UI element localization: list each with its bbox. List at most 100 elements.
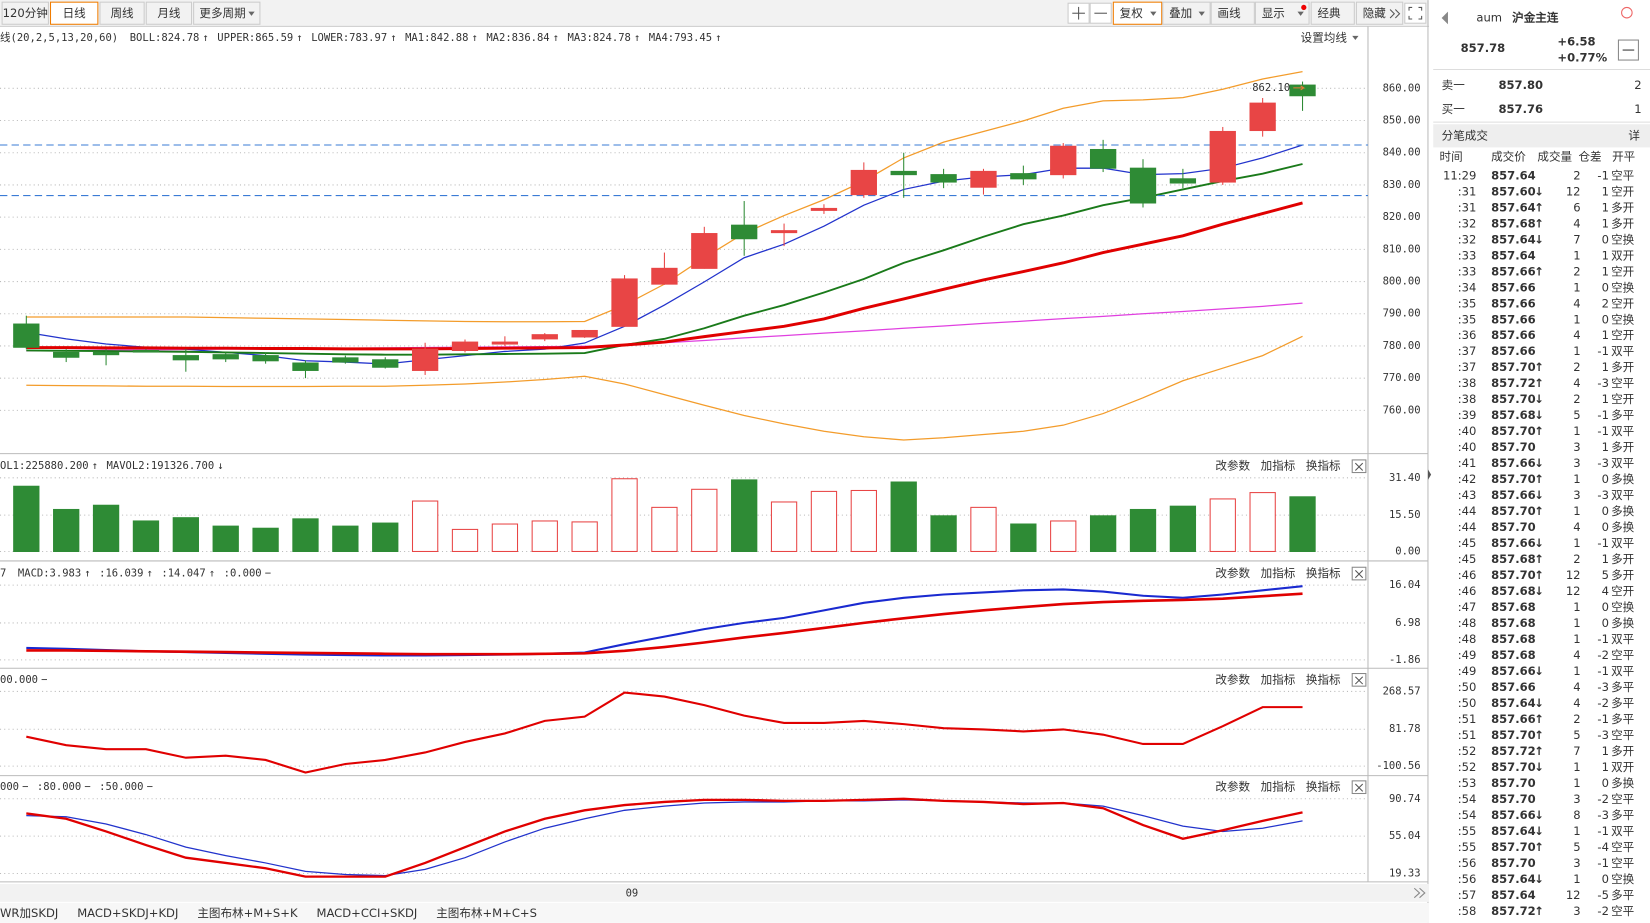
panel-button[interactable]: 换指标 xyxy=(1306,459,1341,473)
legend-text: :50.000 xyxy=(99,781,143,793)
splitter-handle[interactable] xyxy=(1427,469,1432,480)
period-tab[interactable] xyxy=(49,1,99,25)
trade-direction: ↓ xyxy=(1534,808,1544,822)
period-tab[interactable] xyxy=(145,1,193,25)
trade-price: 857.70 xyxy=(1491,568,1536,582)
volume-bar xyxy=(1089,515,1117,552)
tool-label[interactable]: 叠加 xyxy=(1169,6,1192,20)
trade-type: 多开 xyxy=(1611,552,1634,566)
fullscreen[interactable] xyxy=(1404,2,1427,24)
volume-bar xyxy=(292,518,319,552)
scroll-right[interactable] xyxy=(1413,887,1426,899)
volume-bar xyxy=(970,506,997,552)
period-tab[interactable] xyxy=(99,1,145,25)
panel-button[interactable]: 改参数 xyxy=(1215,780,1250,794)
volume-bar xyxy=(1050,520,1077,552)
legend-arrow: ↑ xyxy=(147,568,153,580)
tool-label[interactable]: 画线 xyxy=(1218,6,1242,20)
volume-bar xyxy=(172,517,199,552)
trade-oi-change: -2 xyxy=(1597,648,1609,662)
volume-bar xyxy=(491,523,519,552)
ask-label: 卖一 xyxy=(1442,78,1466,92)
trade-time: :44 xyxy=(1458,504,1477,518)
tool-button[interactable] xyxy=(1112,1,1163,25)
panel-button[interactable]: 加指标 xyxy=(1261,566,1296,580)
panel-button[interactable]: 改参数 xyxy=(1215,566,1250,580)
y-tick-label: 800.00 xyxy=(1383,276,1421,288)
trade-price: 857.68 xyxy=(1491,616,1536,630)
trade-price: 857.70 xyxy=(1491,440,1536,454)
trade-oi-change: 2 xyxy=(1602,296,1609,310)
tool-button[interactable] xyxy=(1310,1,1355,25)
tool-button[interactable] xyxy=(1355,1,1404,25)
trade-volume: 4 xyxy=(1573,296,1580,310)
layout-tab[interactable]: 主图布林+M+C+S xyxy=(436,906,537,920)
zoom-in[interactable] xyxy=(1067,2,1090,24)
period-label[interactable]: 更多周期 xyxy=(199,6,245,20)
trades-title: 分笔成交 xyxy=(1442,128,1489,142)
trade-price: 857.68 xyxy=(1491,408,1536,422)
tool-label[interactable]: 复权 xyxy=(1120,6,1144,20)
panel-button[interactable]: 改参数 xyxy=(1215,459,1250,473)
trades-detail[interactable]: 详 xyxy=(1628,128,1640,142)
tool-label[interactable]: 隐藏 xyxy=(1363,6,1387,20)
trade-type: 空平 xyxy=(1611,840,1634,854)
trade-price: 857.68 xyxy=(1491,648,1536,662)
tool-button[interactable] xyxy=(1210,1,1255,25)
volume-bar xyxy=(850,489,877,552)
trade-volume: 2 xyxy=(1573,360,1580,374)
panel-button[interactable]: 换指标 xyxy=(1306,566,1341,580)
legend-arrow: ↑ xyxy=(209,568,215,580)
tool-label[interactable]: 经典 xyxy=(1317,6,1341,20)
panel-button[interactable]: 换指标 xyxy=(1306,672,1341,686)
settings-button[interactable]: 设置均线 xyxy=(1301,30,1348,44)
candle-body xyxy=(372,359,399,368)
column-header: 成交量 xyxy=(1537,149,1572,163)
trade-price: 857.68 xyxy=(1491,632,1536,646)
trade-time: :37 xyxy=(1458,360,1477,374)
period-label[interactable]: 120分钟 xyxy=(3,6,48,20)
trade-type: 多平 xyxy=(1611,680,1634,694)
candle-body xyxy=(970,170,997,188)
trade-oi-change: -1 xyxy=(1597,856,1609,870)
period-label[interactable]: 日线 xyxy=(63,6,87,20)
period-label[interactable]: 月线 xyxy=(157,6,181,20)
panel-button[interactable]: 加指标 xyxy=(1261,672,1296,686)
layout-tab[interactable]: 主图布林+M+S+K xyxy=(197,906,298,920)
trade-volume: 3 xyxy=(1573,856,1580,870)
trade-volume: 2 xyxy=(1573,552,1580,566)
candle-body xyxy=(1249,102,1276,132)
trade-time: :37 xyxy=(1458,344,1477,358)
column-header: 仓差 xyxy=(1578,149,1601,163)
period-label[interactable]: 周线 xyxy=(110,6,134,20)
layout-tab[interactable]: WR加SKDJ xyxy=(0,906,58,920)
help-icon[interactable] xyxy=(1621,6,1633,19)
period-tab[interactable] xyxy=(193,1,261,25)
trade-price: 857.70 xyxy=(1491,504,1536,518)
candle-body xyxy=(252,355,279,362)
volume-bar xyxy=(651,506,678,552)
candle-body xyxy=(53,351,80,358)
panel-button[interactable]: 换指标 xyxy=(1306,780,1341,794)
trade-time: :31 xyxy=(1458,184,1477,198)
trade-type: 双平 xyxy=(1611,456,1634,470)
zoom-out[interactable] xyxy=(1089,2,1112,24)
period-tab[interactable] xyxy=(1,1,49,25)
panel-button[interactable]: 加指标 xyxy=(1261,459,1296,473)
legend-text: 7 xyxy=(0,568,6,580)
panel-button[interactable]: 加指标 xyxy=(1261,780,1296,794)
y-tick-label: 31.40 xyxy=(1389,472,1421,484)
tool-label[interactable]: 显示 xyxy=(1262,6,1285,20)
tool-button[interactable] xyxy=(1162,1,1211,25)
trade-volume: 4 xyxy=(1573,520,1580,534)
layout-tab[interactable]: MACD+SKDJ+KDJ xyxy=(77,906,178,920)
panel-button[interactable]: 改参数 xyxy=(1215,672,1250,686)
tool-button[interactable] xyxy=(1254,1,1310,25)
volume-bar xyxy=(1289,496,1316,552)
trade-oi-change: -1 xyxy=(1597,632,1609,646)
y-tick-label: 770.00 xyxy=(1383,372,1421,384)
back-arrow[interactable] xyxy=(1441,11,1448,25)
trade-time: :46 xyxy=(1458,568,1477,582)
trade-type: 空开 xyxy=(1611,392,1634,406)
layout-tab[interactable]: MACD+CCI+SKDJ xyxy=(316,906,417,920)
